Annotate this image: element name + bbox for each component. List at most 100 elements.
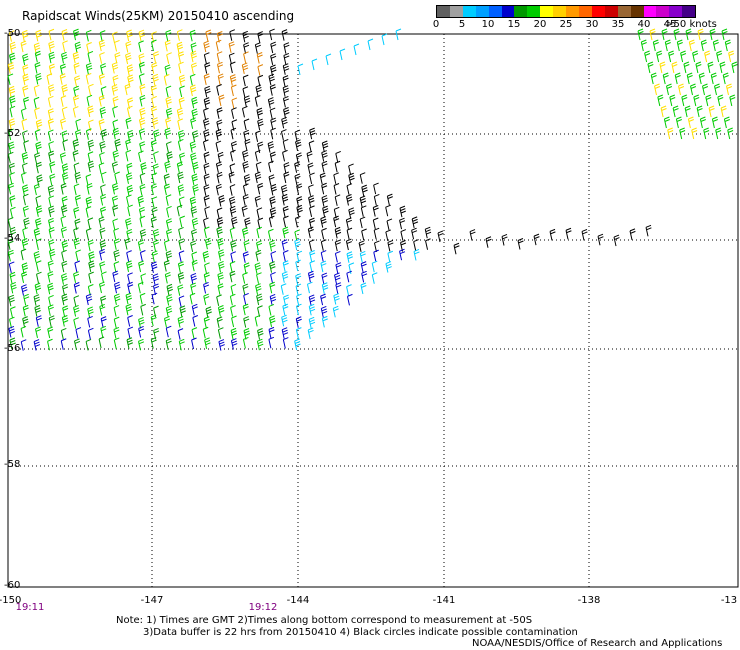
wind-barb <box>269 261 276 273</box>
credit-line: NOAA/NESDIS/Office of Research and Appli… <box>472 638 723 649</box>
wind-barb <box>283 107 290 119</box>
wind-barb <box>113 337 120 350</box>
wind-barb <box>75 118 82 131</box>
wind-barb <box>254 314 261 327</box>
wind-barb <box>85 72 92 85</box>
wind-barb <box>190 152 197 165</box>
wind-barb <box>202 139 209 151</box>
wind-barb <box>61 260 68 273</box>
wind-barb <box>22 73 29 86</box>
wind-barb <box>177 261 184 273</box>
wind-barb <box>281 193 289 206</box>
wind-barb <box>346 251 353 263</box>
wind-barb <box>48 248 56 261</box>
wind-barb <box>309 205 315 217</box>
wind-barb <box>47 184 55 197</box>
wind-barb <box>335 282 342 294</box>
wind-barb <box>215 39 222 52</box>
wind-barb <box>47 118 54 130</box>
wind-barb <box>8 261 15 274</box>
wind-barb <box>99 106 107 119</box>
lon-label: -147 <box>140 595 164 606</box>
wind-barb <box>151 250 158 263</box>
wind-barb <box>321 160 328 173</box>
wind-barb <box>74 260 81 273</box>
wind-barb <box>269 315 276 327</box>
wind-barb <box>325 53 332 66</box>
wind-barb <box>87 315 93 328</box>
wind-barb <box>36 174 43 186</box>
wind-barb <box>709 28 716 41</box>
wind-barb <box>33 84 40 97</box>
wind-barb <box>296 196 303 208</box>
wind-barb <box>308 316 316 329</box>
wind-barb <box>268 174 275 186</box>
wind-barb <box>164 271 171 284</box>
wind-barb <box>283 294 290 307</box>
wind-barb <box>9 195 16 207</box>
wind-barb <box>153 129 160 141</box>
wind-barb <box>413 248 420 261</box>
wind-barb <box>73 183 80 196</box>
legend-swatch <box>617 6 631 17</box>
wind-barb <box>322 205 329 218</box>
wind-barb <box>165 228 173 241</box>
wind-barb <box>203 107 209 120</box>
wind-barb <box>88 251 95 263</box>
legend-label: >50 knots <box>665 19 717 30</box>
legend-label: 35 <box>611 19 625 30</box>
wind-barb <box>60 338 67 350</box>
wind-barb <box>137 239 144 252</box>
wind-barb <box>645 224 652 237</box>
wind-barb <box>230 251 237 263</box>
wind-barb <box>280 129 287 141</box>
wind-barb <box>204 62 211 74</box>
wind-barb <box>215 140 222 153</box>
wind-barb <box>203 226 210 239</box>
wind-barb <box>176 41 184 54</box>
wind-barb <box>99 261 106 273</box>
wind-barb <box>660 105 667 118</box>
wind-barb <box>308 140 315 152</box>
wind-barb <box>294 173 301 186</box>
wind-barb <box>192 161 199 174</box>
wind-barb <box>218 260 225 273</box>
wind-barb <box>205 29 212 42</box>
wind-barb <box>283 171 290 184</box>
wind-barb <box>320 250 327 262</box>
wind-barb <box>727 127 734 140</box>
wind-barb <box>231 97 238 110</box>
wind-barb <box>100 184 106 196</box>
wind-barb <box>230 149 236 162</box>
wind-barb <box>243 118 250 131</box>
wind-barb <box>257 141 264 154</box>
wind-barb <box>8 325 15 338</box>
wind-barb <box>359 250 366 263</box>
wind-barb <box>218 195 225 207</box>
wind-barb <box>321 150 328 162</box>
wind-barb <box>283 52 290 65</box>
wind-barb <box>113 238 120 250</box>
wind-barb <box>218 94 225 107</box>
wind-barb <box>501 233 508 246</box>
wind-barb <box>178 250 185 262</box>
wind-barb <box>33 250 41 263</box>
wind-barb <box>88 260 95 272</box>
legend-swatch <box>656 6 670 17</box>
wind-barb <box>7 238 14 250</box>
wind-barb <box>203 73 210 85</box>
wind-barb <box>98 118 105 131</box>
wind-barb <box>216 316 223 328</box>
wind-barb <box>281 271 289 283</box>
wind-barb <box>268 303 275 316</box>
wind-barb <box>126 184 134 197</box>
wind-barb <box>33 42 41 55</box>
wind-barb <box>47 271 54 283</box>
wind-barb <box>243 262 250 274</box>
wind-barb <box>60 204 68 217</box>
wind-barb <box>243 95 251 107</box>
wind-barb <box>280 283 287 295</box>
wind-barb <box>243 42 250 54</box>
wind-barb <box>126 337 133 349</box>
wind-barb <box>296 293 302 306</box>
